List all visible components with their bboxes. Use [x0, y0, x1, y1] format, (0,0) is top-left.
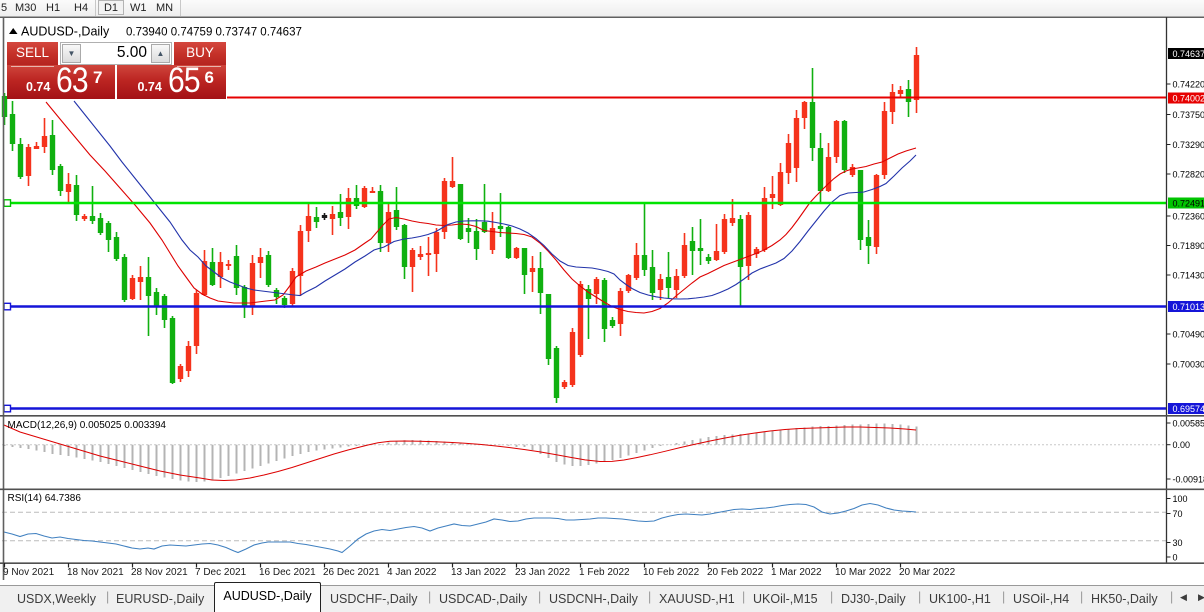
svg-text:AUDUSD-,Daily: AUDUSD-,Daily — [21, 25, 110, 39]
svg-text:RSI(14) 64.7386: RSI(14) 64.7386 — [8, 493, 82, 504]
svg-text:23 Jan 2022: 23 Jan 2022 — [515, 567, 570, 578]
svg-text:0.72820: 0.72820 — [1173, 170, 1204, 180]
svg-text:26 Dec 2021: 26 Dec 2021 — [323, 567, 380, 578]
svg-text:0.72491: 0.72491 — [1173, 199, 1204, 209]
svg-text:0.72360: 0.72360 — [1173, 212, 1204, 222]
svg-text:16 Dec 2021: 16 Dec 2021 — [259, 567, 316, 578]
svg-text:0.71890: 0.71890 — [1173, 241, 1204, 251]
svg-text:1 Mar 2022: 1 Mar 2022 — [771, 567, 822, 578]
svg-text:10 Feb 2022: 10 Feb 2022 — [643, 567, 700, 578]
svg-text:0.73290: 0.73290 — [1173, 140, 1204, 150]
svg-text:70: 70 — [1173, 509, 1183, 519]
svg-text:0.00585: 0.00585 — [1173, 419, 1204, 429]
svg-text:0.71430: 0.71430 — [1173, 271, 1204, 281]
svg-text:100: 100 — [1173, 494, 1188, 504]
svg-text:0.73750: 0.73750 — [1173, 110, 1204, 120]
svg-text:7 Dec 2021: 7 Dec 2021 — [195, 567, 247, 578]
svg-text:1 Feb 2022: 1 Feb 2022 — [579, 567, 630, 578]
svg-text:10 Mar 2022: 10 Mar 2022 — [835, 567, 892, 578]
svg-text:0.69574: 0.69574 — [1173, 404, 1204, 414]
svg-text:18 Nov 2021: 18 Nov 2021 — [67, 567, 124, 578]
svg-text:0: 0 — [1173, 553, 1178, 563]
svg-text:0.74637: 0.74637 — [1173, 49, 1204, 59]
svg-text:MACD(12,26,9) 0.005025 0.00339: MACD(12,26,9) 0.005025 0.003394 — [8, 420, 167, 431]
svg-text:0.74002: 0.74002 — [1173, 94, 1204, 104]
svg-text:30: 30 — [1173, 538, 1183, 548]
svg-text:4 Jan 2022: 4 Jan 2022 — [387, 567, 437, 578]
svg-text:9 Nov 2021: 9 Nov 2021 — [3, 567, 55, 578]
svg-text:0.70490: 0.70490 — [1173, 330, 1204, 340]
svg-text:0.70030: 0.70030 — [1173, 360, 1204, 370]
svg-text:0.74220: 0.74220 — [1173, 80, 1204, 90]
svg-text:0.73940 0.74759 0.73747 0.7463: 0.73940 0.74759 0.73747 0.74637 — [126, 27, 302, 39]
svg-text:20 Feb 2022: 20 Feb 2022 — [707, 567, 764, 578]
svg-text:20 Mar 2022: 20 Mar 2022 — [899, 567, 956, 578]
svg-text:0.00: 0.00 — [1173, 440, 1191, 450]
svg-text:13 Jan 2022: 13 Jan 2022 — [451, 567, 506, 578]
svg-text:-0.00918: -0.00918 — [1173, 475, 1204, 485]
svg-text:28 Nov 2021: 28 Nov 2021 — [131, 567, 188, 578]
svg-text:0.71013: 0.71013 — [1173, 302, 1204, 312]
